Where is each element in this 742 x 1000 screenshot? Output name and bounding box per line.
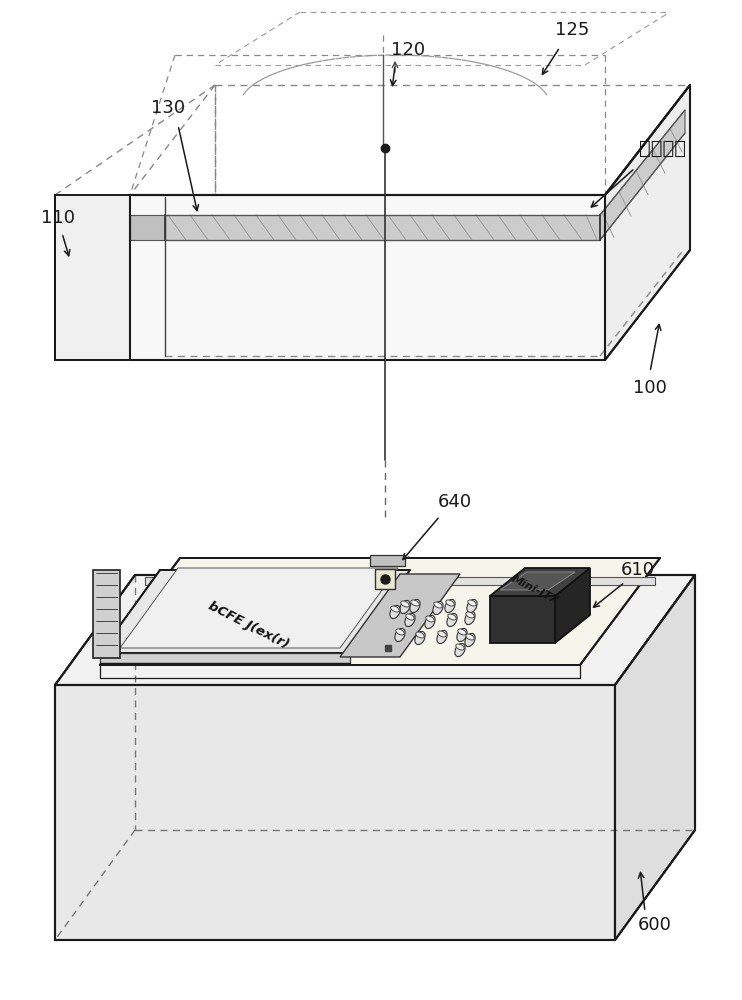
Polygon shape <box>555 568 590 643</box>
Text: 130: 130 <box>151 99 185 117</box>
Polygon shape <box>130 215 165 240</box>
Polygon shape <box>120 568 398 648</box>
Ellipse shape <box>445 599 455 613</box>
Ellipse shape <box>415 631 425 645</box>
Ellipse shape <box>446 600 454 606</box>
Ellipse shape <box>411 600 419 606</box>
Ellipse shape <box>456 644 464 650</box>
Ellipse shape <box>466 634 474 640</box>
Ellipse shape <box>425 615 435 629</box>
Polygon shape <box>500 572 575 590</box>
Ellipse shape <box>401 601 409 607</box>
Ellipse shape <box>437 630 447 644</box>
Ellipse shape <box>390 605 400 619</box>
Ellipse shape <box>395 628 405 642</box>
Polygon shape <box>55 685 615 940</box>
Polygon shape <box>100 570 410 653</box>
Polygon shape <box>370 555 405 566</box>
Polygon shape <box>340 574 460 657</box>
Ellipse shape <box>465 633 475 647</box>
Ellipse shape <box>466 612 474 618</box>
Text: 640: 640 <box>438 493 472 511</box>
Text: 100: 100 <box>633 379 667 397</box>
Polygon shape <box>55 575 695 685</box>
Ellipse shape <box>406 614 414 620</box>
Polygon shape <box>615 575 695 940</box>
Polygon shape <box>55 195 130 360</box>
Polygon shape <box>93 570 120 658</box>
Ellipse shape <box>400 600 410 614</box>
Text: 600: 600 <box>638 916 672 934</box>
Polygon shape <box>145 577 655 585</box>
Ellipse shape <box>410 599 420 613</box>
Ellipse shape <box>447 613 457 627</box>
Ellipse shape <box>438 631 446 637</box>
Ellipse shape <box>465 611 475 625</box>
Ellipse shape <box>416 632 424 638</box>
Text: bCFE J(ex(r): bCFE J(ex(r) <box>206 599 290 651</box>
Polygon shape <box>605 85 690 360</box>
Text: 电磁耦合: 电磁耦合 <box>640 138 686 157</box>
Ellipse shape <box>468 600 476 606</box>
Polygon shape <box>165 215 600 240</box>
Ellipse shape <box>426 616 434 622</box>
Polygon shape <box>130 195 605 360</box>
Text: 125: 125 <box>555 21 589 39</box>
Ellipse shape <box>405 613 415 627</box>
Ellipse shape <box>467 599 477 613</box>
Text: 110: 110 <box>41 209 75 227</box>
Polygon shape <box>490 596 555 643</box>
Text: 610: 610 <box>621 561 655 579</box>
Text: 120: 120 <box>391 41 425 59</box>
Ellipse shape <box>395 629 404 635</box>
Text: Mini-ITX: Mini-ITX <box>510 574 560 606</box>
Ellipse shape <box>458 629 466 635</box>
Ellipse shape <box>455 643 465 657</box>
Ellipse shape <box>391 606 399 612</box>
Ellipse shape <box>434 602 442 608</box>
Polygon shape <box>490 568 590 596</box>
Polygon shape <box>100 653 350 663</box>
Ellipse shape <box>448 614 456 620</box>
Ellipse shape <box>457 628 467 642</box>
Ellipse shape <box>433 601 443 615</box>
Polygon shape <box>600 110 685 240</box>
Bar <box>375 569 395 589</box>
Polygon shape <box>100 558 660 665</box>
